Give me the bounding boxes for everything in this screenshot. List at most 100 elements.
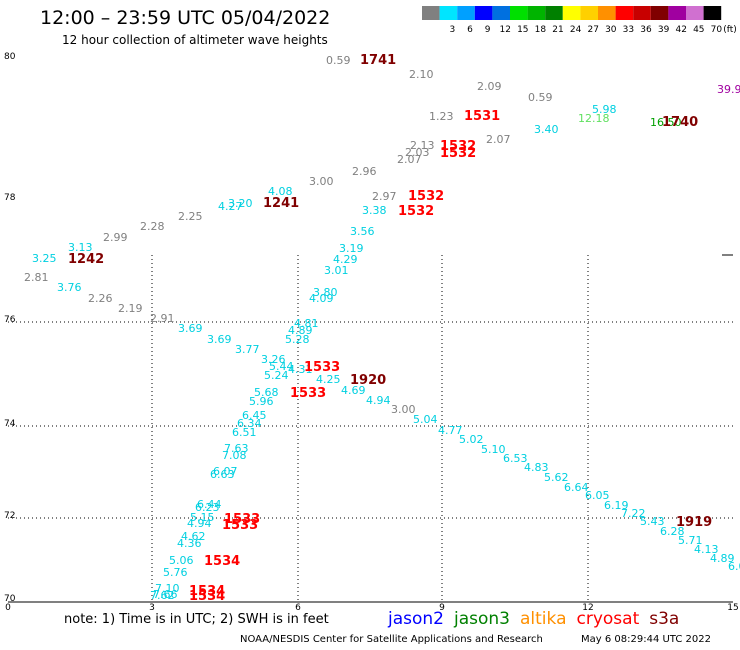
wave-height-label: 2.91 <box>150 312 175 325</box>
colorbar-bin <box>457 6 475 20</box>
wave-height-label: 7.10 <box>155 582 180 595</box>
colorbar-bin-label: 39 <box>658 25 670 35</box>
wave-height-label: 4.09 <box>309 292 334 305</box>
wave-height-label: 4.13 <box>694 543 719 556</box>
wave-height-label: 5.28 <box>285 333 310 346</box>
wave-height-label: 2.07 <box>486 133 511 146</box>
wave-height-label: 7.22 <box>621 507 646 520</box>
colorbar-bin-label: 18 <box>535 25 547 35</box>
colorbar-bin-label: 21 <box>552 25 563 35</box>
wave-height-label: 4.25 <box>316 373 341 386</box>
wave-height-label: 4.77 <box>438 424 463 437</box>
wave-height-colorbar: 3 6 9 12 15 18 21 24 27 30 33 36 39 42 45 70 (ft) <box>422 6 737 35</box>
pass-time-label: 1532 <box>408 189 444 204</box>
pass-time-label: 1532 <box>398 204 434 219</box>
wave-height-label: 4.27 <box>218 200 243 213</box>
wave-height-label: 2.10 <box>409 68 434 81</box>
wave-height-label: 3.56 <box>350 225 375 238</box>
pass-time-label: 1531 <box>464 109 500 124</box>
pass-time-label: 1532 <box>440 139 476 154</box>
wave-height-label: 0.59 <box>326 54 351 67</box>
map-subtitle: 12 hour collection of altimeter wave hei… <box>62 33 328 47</box>
wave-height-label: 2.97 <box>372 190 397 203</box>
lon-tick-label: 9 <box>439 603 445 613</box>
colorbar-bin-label: 42 <box>675 25 686 35</box>
pass-time-label: 1740 <box>662 115 698 130</box>
wave-height-label: 6.28 <box>660 525 685 538</box>
colorbar-bin-label: 33 <box>623 25 634 35</box>
colorbar-unit: (ft) <box>723 25 737 35</box>
wave-height-label: 6.64 <box>564 481 589 494</box>
colorbar-bin <box>492 6 510 20</box>
colorbar-bin <box>633 6 651 20</box>
wave-height-label: 6.63 <box>210 468 235 481</box>
wave-height-label: 6.05 <box>585 489 610 502</box>
lat-tick-label: 72 <box>4 511 15 521</box>
wave-height-label: 2.25 <box>178 210 203 223</box>
colorbar-bin <box>527 6 546 20</box>
wave-height-label: 2.19 <box>118 302 143 315</box>
colorbar-bin <box>668 6 686 20</box>
wave-height-label: 4.31 <box>288 363 313 376</box>
legend-jason2: jason2 <box>388 609 444 629</box>
wave-height-label: 6.53 <box>503 452 528 465</box>
wave-height-label: 5.04 <box>413 413 438 426</box>
wave-height-label: 5.76 <box>163 566 188 579</box>
wave-height-label: 3.69 <box>207 333 232 346</box>
colorbar-bin-label: 27 <box>587 25 598 35</box>
pass-time-label: 1534 <box>189 589 225 604</box>
colorbar-bin-label: 36 <box>640 25 652 35</box>
wave-height-label: 3.38 <box>362 204 387 217</box>
wave-height-label: 4.94 <box>187 517 212 530</box>
wave-height-label: 3.01 <box>324 264 349 277</box>
colorbar-bin <box>703 6 722 20</box>
wave-height-label: 5.02 <box>459 433 484 446</box>
wave-height-label: 2.09 <box>477 80 502 93</box>
wave-height-label: 5.44 <box>269 360 294 373</box>
wave-height-label: 16.50 <box>650 116 682 129</box>
wave-height-label: 3.00 <box>309 175 334 188</box>
wave-height-label: 2.26 <box>88 292 113 305</box>
pass-time-label: 1242 <box>68 252 104 267</box>
colorbar-bin-label: 70 <box>711 25 723 35</box>
colorbar-bin-label: 15 <box>517 25 528 35</box>
wave-height-label: 3.00 <box>391 403 416 416</box>
colorbar-bin-label: 24 <box>570 25 582 35</box>
wave-height-label: 2.96 <box>352 165 377 178</box>
wave-height-label: 5.98 <box>592 103 617 116</box>
lat-tick-label: 70 <box>4 594 16 604</box>
wave-height-label: 4.69 <box>341 384 366 397</box>
colorbar-bin <box>439 6 458 20</box>
pass-time-label: 1533 <box>304 360 340 375</box>
wave-height-label: 6.07 <box>213 465 238 478</box>
legend-s3a: s3a <box>649 609 680 629</box>
colorbar-bin-label: 3 <box>450 25 456 35</box>
wave-height-label: 3.69 <box>178 322 203 335</box>
legend-altika: altika <box>520 609 567 629</box>
colorbar-bin <box>598 6 616 20</box>
wave-height-label: 3.76 <box>57 281 82 294</box>
pass-time-label: 1533 <box>290 386 326 401</box>
wave-height-label: 2.03 <box>405 146 430 159</box>
colorbar-bin-label: 12 <box>499 25 510 35</box>
wave-height-label: 4.94 <box>366 394 391 407</box>
colorbar-bin-label: 30 <box>605 25 617 35</box>
wave-height-label: 6.19 <box>604 499 629 512</box>
wave-height-label: 7.63 <box>224 442 249 455</box>
wave-height-label: 3.25 <box>32 252 57 265</box>
wave-height-label: 3.20 <box>228 197 253 210</box>
map-title: 12:00 – 23:59 UTC 05/04/2022 <box>40 7 331 29</box>
lon-tick-label: 3 <box>149 603 155 613</box>
colorbar-bin <box>510 6 528 20</box>
wave-height-label: 2.07 <box>397 153 422 166</box>
wave-height-label: 3.26 <box>261 353 286 366</box>
wave-height-label: 5.24 <box>264 369 289 382</box>
colorbar-bin <box>580 6 598 20</box>
wave-height-label: 2.81 <box>24 271 49 284</box>
pass-time-label: 1919 <box>676 515 712 530</box>
footnote: note: 1) Time is in UTC; 2) SWH is in fe… <box>64 612 329 627</box>
lon-tick-label: 0 <box>5 603 11 613</box>
wave-height-label: 5.43 <box>640 515 665 528</box>
wave-height-label: 0.59 <box>528 91 553 104</box>
